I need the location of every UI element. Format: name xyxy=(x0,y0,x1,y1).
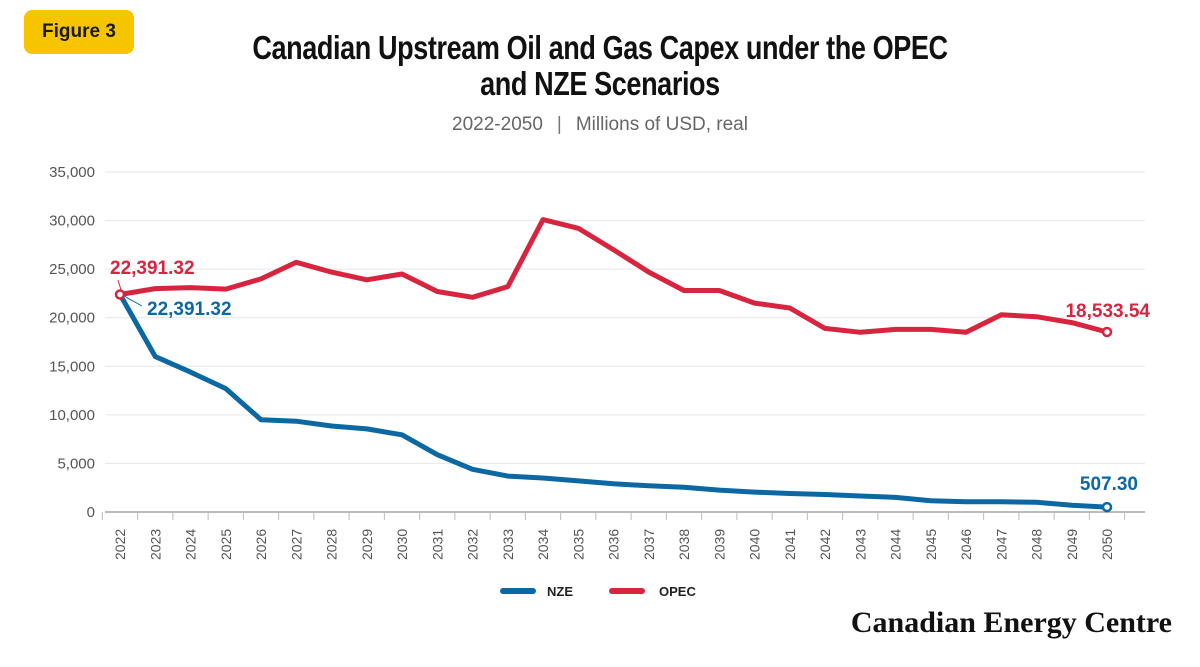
y-tick-label: 15,000 xyxy=(49,358,95,375)
figure-badge: Figure 3 xyxy=(24,10,134,54)
x-tick-label: 2029 xyxy=(359,529,375,560)
x-tick-label: 2043 xyxy=(852,529,868,560)
data-label-opec-2022: 22,391.32 xyxy=(110,258,195,279)
y-tick-label: 30,000 xyxy=(49,213,95,230)
y-tick-label: 5,000 xyxy=(57,455,95,472)
subtitle-range: 2022-2050 xyxy=(452,114,543,135)
endpoint-marker-opec xyxy=(1101,326,1113,338)
x-tick-label: 2045 xyxy=(923,529,939,560)
x-tick-label: 2031 xyxy=(429,529,445,560)
y-tick-label: 10,000 xyxy=(49,407,95,424)
x-tick-label: 2026 xyxy=(253,529,269,560)
endpoint-marker-nze xyxy=(1101,501,1113,513)
legend-label-nze: NZE xyxy=(547,584,573,599)
title-line-1: Canadian Upstream Oil and Gas Capex unde… xyxy=(252,29,948,66)
data-label-opec-2050: 18,533.54 xyxy=(1065,301,1150,322)
x-tick-label: 2027 xyxy=(288,529,304,560)
legend-label-opec: OPEC xyxy=(659,584,696,599)
y-tick-label: 0 xyxy=(87,504,95,521)
x-tick-label: 2048 xyxy=(1029,529,1045,560)
x-tick-label: 2035 xyxy=(570,529,586,560)
leader-line xyxy=(117,279,122,291)
title-line-2: and NZE Scenarios xyxy=(480,65,720,102)
y-tick-label: 20,000 xyxy=(49,310,95,327)
x-tick-label: 2040 xyxy=(747,529,763,560)
x-tick-label: 2036 xyxy=(606,529,622,560)
x-tick-label: 2050 xyxy=(1099,529,1115,560)
x-tick-label: 2046 xyxy=(958,529,974,560)
x-tick-label: 2033 xyxy=(500,529,516,560)
data-label-nze-2050: 507.30 xyxy=(1080,474,1138,495)
x-tick-label: 2034 xyxy=(535,529,551,560)
x-tick-label: 2030 xyxy=(394,529,410,560)
subtitle-separator: | xyxy=(556,114,562,135)
series-line-nze xyxy=(117,293,1108,510)
x-tick-label: 2037 xyxy=(641,529,657,560)
start-marker xyxy=(114,289,126,300)
data-label-nze-2022: 22,391.32 xyxy=(147,299,232,320)
x-tick-label: 2023 xyxy=(147,529,163,560)
x-tick-label: 2028 xyxy=(324,529,340,560)
leader-line xyxy=(123,295,143,307)
chart-title: Canadian Upstream Oil and Gas Capex unde… xyxy=(231,30,969,102)
x-tick-label: 2042 xyxy=(817,529,833,560)
x-tick-label: 2047 xyxy=(993,529,1009,560)
subtitle-units: Millions of USD, real xyxy=(575,114,748,135)
x-tick-label: 2032 xyxy=(465,529,481,560)
x-tick-label: 2044 xyxy=(888,529,904,560)
x-tick-label: 2049 xyxy=(1064,529,1080,560)
y-tick-label: 25,000 xyxy=(49,261,95,278)
y-tick-label: 35,000 xyxy=(49,164,95,181)
x-tick-label: 2025 xyxy=(218,529,234,560)
x-tick-label: 2024 xyxy=(183,529,199,560)
chart-subtitle: 2022-2050 | Millions of USD, real xyxy=(0,114,1200,136)
series-line-opec xyxy=(119,217,1108,335)
x-tick-label: 2022 xyxy=(112,529,128,560)
x-tick-label: 2038 xyxy=(676,529,692,560)
x-tick-label: 2041 xyxy=(782,529,798,560)
brand-logo: Canadian Energy Centre xyxy=(850,606,1172,639)
x-tick-label: 2039 xyxy=(711,529,727,560)
